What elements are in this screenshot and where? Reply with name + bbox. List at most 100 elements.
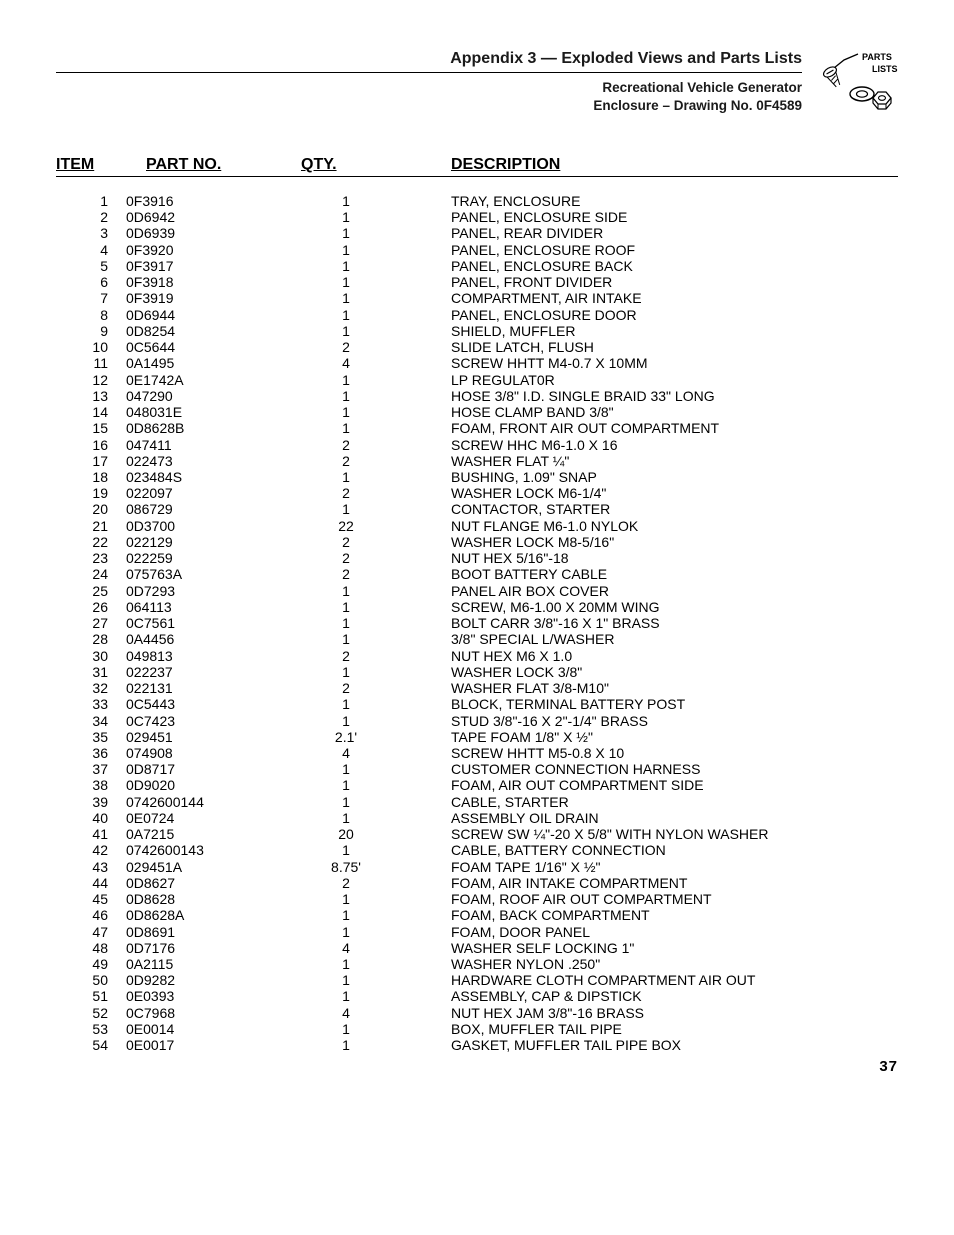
cell-item: 5 bbox=[56, 258, 126, 274]
sub-title: Recreational Vehicle Generator Enclosure… bbox=[56, 79, 802, 115]
appendix-title: Appendix 3 — Exploded Views and Parts Li… bbox=[56, 50, 802, 73]
cell-item: 52 bbox=[56, 1005, 126, 1021]
table-row: 350294512.1'TAPE FOAM 1/8" X ½" bbox=[56, 729, 898, 745]
cell-item: 41 bbox=[56, 826, 126, 842]
cell-qty: 1 bbox=[301, 469, 451, 485]
cell-part: 075763A bbox=[126, 566, 301, 582]
cell-qty: 1 bbox=[301, 404, 451, 420]
icon-label-parts: PARTS bbox=[862, 52, 892, 62]
cell-item: 15 bbox=[56, 420, 126, 436]
cell-desc: BOLT CARR 3/8"-16 X 1" BRASS bbox=[451, 615, 898, 631]
cell-desc: TAPE FOAM 1/8" X ½" bbox=[451, 729, 898, 745]
cell-part: 064113 bbox=[126, 599, 301, 615]
col-header-part: PART NO. bbox=[146, 156, 301, 174]
table-row: 150D8628B1FOAM, FRONT AIR OUT COMPARTMEN… bbox=[56, 420, 898, 436]
cell-part: 022259 bbox=[126, 550, 301, 566]
cell-desc: CONTACTOR, STARTER bbox=[451, 501, 898, 517]
cell-item: 12 bbox=[56, 372, 126, 388]
cell-item: 49 bbox=[56, 956, 126, 972]
page-number: 37 bbox=[879, 1058, 898, 1075]
cell-desc: SCREW SW ¼"-20 X 5/8" WITH NYLON WASHER bbox=[451, 826, 898, 842]
cell-item: 3 bbox=[56, 225, 126, 241]
table-row: 80D69441PANEL, ENCLOSURE DOOR bbox=[56, 307, 898, 323]
cell-qty: 22 bbox=[301, 518, 451, 534]
cell-desc: SCREW HHC M6-1.0 X 16 bbox=[451, 437, 898, 453]
cell-part: 0D7293 bbox=[126, 583, 301, 599]
cell-part: 0D8628B bbox=[126, 420, 301, 436]
cell-desc: PANEL, REAR DIVIDER bbox=[451, 225, 898, 241]
cell-desc: BLOCK, TERMINAL BATTERY POST bbox=[451, 696, 898, 712]
cell-part: 022473 bbox=[126, 453, 301, 469]
cell-item: 34 bbox=[56, 713, 126, 729]
cell-item: 16 bbox=[56, 437, 126, 453]
table-row: 120E1742A1LP REGULAT0R bbox=[56, 372, 898, 388]
cell-part: 0D6939 bbox=[126, 225, 301, 241]
table-row: 410A721520SCREW SW ¼"-20 X 5/8" WITH NYL… bbox=[56, 826, 898, 842]
cell-desc: SCREW, M6-1.00 X 20MM WING bbox=[451, 599, 898, 615]
cell-part: 023484S bbox=[126, 469, 301, 485]
parts-lists-icon: PARTS LISTS bbox=[816, 50, 898, 116]
cell-item: 7 bbox=[56, 290, 126, 306]
cell-part: 0E0724 bbox=[126, 810, 301, 826]
cell-qty: 1 bbox=[301, 193, 451, 209]
cell-desc: PANEL, ENCLOSURE BACK bbox=[451, 258, 898, 274]
table-row: 520C79684NUT HEX JAM 3/8"-16 BRASS bbox=[56, 1005, 898, 1021]
cell-part: 0D8628 bbox=[126, 891, 301, 907]
cell-desc: 3/8" SPECIAL L/WASHER bbox=[451, 631, 898, 647]
cell-qty: 1 bbox=[301, 1037, 451, 1053]
cell-desc: CUSTOMER CONNECTION HARNESS bbox=[451, 761, 898, 777]
cell-qty: 1 bbox=[301, 225, 451, 241]
cell-desc: WASHER LOCK M6-1/4" bbox=[451, 485, 898, 501]
cell-qty: 4 bbox=[301, 355, 451, 371]
cell-desc: NUT HEX JAM 3/8"-16 BRASS bbox=[451, 1005, 898, 1021]
table-row: 18023484S1BUSHING, 1.09" SNAP bbox=[56, 469, 898, 485]
cell-item: 14 bbox=[56, 404, 126, 420]
cell-part: 022237 bbox=[126, 664, 301, 680]
cell-desc: PANEL, ENCLOSURE DOOR bbox=[451, 307, 898, 323]
table-header-row: ITEM PART NO. QTY. DESCRIPTION bbox=[56, 156, 898, 177]
cell-qty: 1 bbox=[301, 242, 451, 258]
cell-item: 6 bbox=[56, 274, 126, 290]
cell-desc: PANEL, ENCLOSURE SIDE bbox=[451, 209, 898, 225]
icon-label-lists: LISTS bbox=[872, 64, 898, 74]
cell-part: 0D8627 bbox=[126, 875, 301, 891]
cell-item: 38 bbox=[56, 777, 126, 793]
cell-part: 0D7176 bbox=[126, 940, 301, 956]
cell-item: 11 bbox=[56, 355, 126, 371]
cell-part: 074908 bbox=[126, 745, 301, 761]
table-row: 190220972WASHER LOCK M6-1/4" bbox=[56, 485, 898, 501]
table-row: 100C56442SLIDE LATCH, FLUSH bbox=[56, 339, 898, 355]
table-row: 110A14954SCREW HHTT M4-0.7 X 10MM bbox=[56, 355, 898, 371]
cell-part: 0742600143 bbox=[126, 842, 301, 858]
cell-desc: COMPARTMENT, AIR INTAKE bbox=[451, 290, 898, 306]
table-row: 4207426001431CABLE, BATTERY CONNECTION bbox=[56, 842, 898, 858]
cell-part: 0C7561 bbox=[126, 615, 301, 631]
cell-item: 53 bbox=[56, 1021, 126, 1037]
table-row: 30D69391PANEL, REAR DIVIDER bbox=[56, 225, 898, 241]
cell-part: 029451 bbox=[126, 729, 301, 745]
page: Appendix 3 — Exploded Views and Parts Li… bbox=[0, 0, 954, 1093]
cell-part: 0A2115 bbox=[126, 956, 301, 972]
cell-desc: LP REGULAT0R bbox=[451, 372, 898, 388]
cell-part: 0C5644 bbox=[126, 339, 301, 355]
cell-qty: 1 bbox=[301, 777, 451, 793]
table-row: 20D69421PANEL, ENCLOSURE SIDE bbox=[56, 209, 898, 225]
cell-desc: WASHER NYLON .250" bbox=[451, 956, 898, 972]
cell-item: 40 bbox=[56, 810, 126, 826]
table-row: 450D86281FOAM, ROOF AIR OUT COMPARTMENT bbox=[56, 891, 898, 907]
cell-item: 47 bbox=[56, 924, 126, 940]
cell-desc: STUD 3/8"-16 X 2"-1/4" BRASS bbox=[451, 713, 898, 729]
cell-item: 45 bbox=[56, 891, 126, 907]
table-row: 500D92821HARDWARE CLOTH COMPARTMENT AIR … bbox=[56, 972, 898, 988]
table-row: 400E07241ASSEMBLY OIL DRAIN bbox=[56, 810, 898, 826]
cell-qty: 1 bbox=[301, 274, 451, 290]
cell-desc: FOAM, DOOR PANEL bbox=[451, 924, 898, 940]
cell-part: 047290 bbox=[126, 388, 301, 404]
cell-qty: 4 bbox=[301, 745, 451, 761]
table-row: 330C54431BLOCK, TERMINAL BATTERY POST bbox=[56, 696, 898, 712]
table-row: 90D82541SHIELD, MUFFLER bbox=[56, 323, 898, 339]
cell-part: 0D6944 bbox=[126, 307, 301, 323]
cell-part: 0D8254 bbox=[126, 323, 301, 339]
cell-item: 9 bbox=[56, 323, 126, 339]
cell-part: 047411 bbox=[126, 437, 301, 453]
